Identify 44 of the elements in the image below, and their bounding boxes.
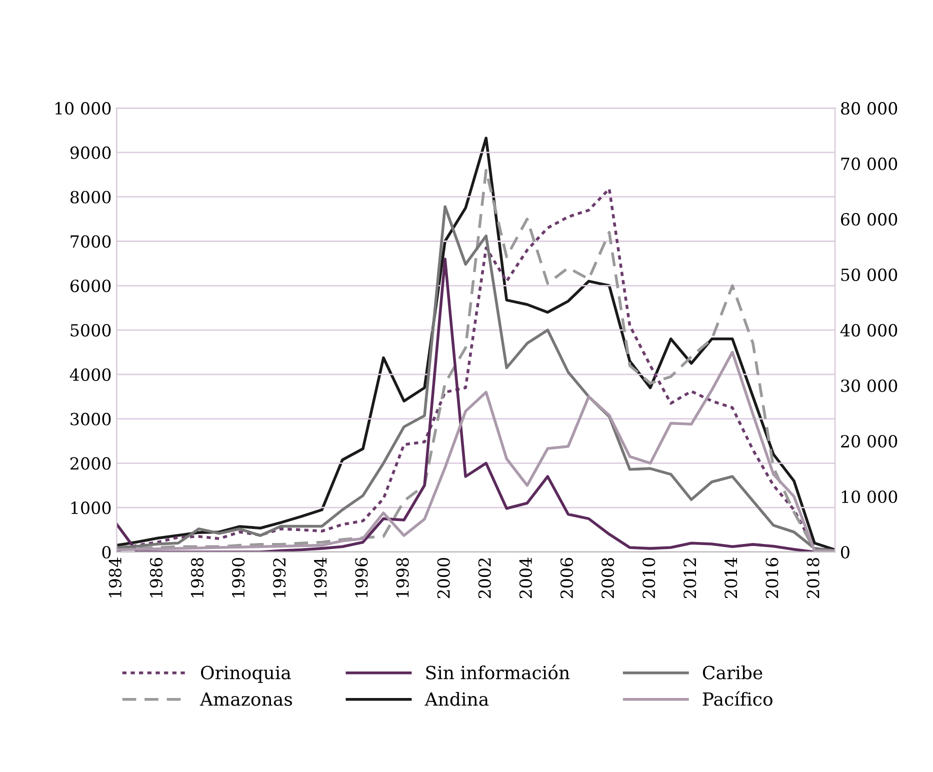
x-tick-label: 1992 — [273, 558, 286, 598]
y2-tick-label: 50 000 — [841, 268, 898, 282]
y2-tick-label: 40 000 — [840, 324, 898, 337]
y-tick-label: 6000 — [70, 280, 111, 292]
x-tick-label: 2010 — [642, 558, 656, 598]
y-tick-label: 0 — [102, 546, 111, 559]
x-tick-label: 2004 — [519, 558, 532, 598]
y2-tick-label: 80 000 — [841, 102, 898, 115]
y-tick-label: 5000 — [70, 324, 111, 337]
x-tick-label: 2002 — [478, 558, 491, 598]
legend-label: Caribe — [702, 665, 762, 680]
legend-label: Sin información — [426, 664, 570, 680]
x-tick-label: 1996 — [355, 558, 368, 598]
x-tick-label: 2014 — [724, 558, 738, 598]
y-tick-label: 7000 — [70, 235, 111, 248]
y-tick-label: 8000 — [70, 190, 111, 204]
legend-label: Andina — [424, 692, 489, 706]
y-tick-label: 1000 — [71, 502, 111, 514]
legend-label: Amazonas — [200, 692, 292, 706]
x-tick-label: 1986 — [150, 558, 163, 598]
x-tick-label: 2018 — [806, 558, 820, 598]
y2-tick-label: 10 000 — [842, 490, 898, 504]
x-tick-label: 1994 — [314, 558, 327, 598]
y2-tick-label: 20 000 — [841, 434, 898, 448]
x-tick-label: 2006 — [560, 558, 574, 598]
y2-tick-label: 30 000 — [841, 379, 898, 392]
y-tick-label: 9000 — [70, 146, 111, 160]
legend-label: Pacífico — [702, 691, 772, 706]
x-tick-label: 1984 — [108, 558, 122, 598]
y-tick-label: 3000 — [70, 412, 111, 426]
x-tick-label: 1998 — [396, 558, 409, 598]
x-tick-label: 1988 — [190, 558, 204, 598]
y-tick-label: 2000 — [70, 457, 111, 470]
x-tick-label: 2000 — [437, 558, 450, 598]
y-tick-label: 10 000 — [55, 102, 111, 115]
y2-tick-label: 0 — [840, 546, 850, 559]
x-tick-label: 2016 — [766, 558, 778, 598]
x-tick-label: 2008 — [601, 558, 614, 598]
y2-tick-label: 60 000 — [841, 213, 898, 226]
x-tick-label: 1990 — [232, 558, 245, 598]
x-tick-label: 2012 — [684, 558, 696, 598]
y-tick-label: 4000 — [70, 368, 111, 381]
y2-tick-label: 70 000 — [841, 158, 898, 170]
legend-label: Orinoquia — [200, 666, 291, 683]
